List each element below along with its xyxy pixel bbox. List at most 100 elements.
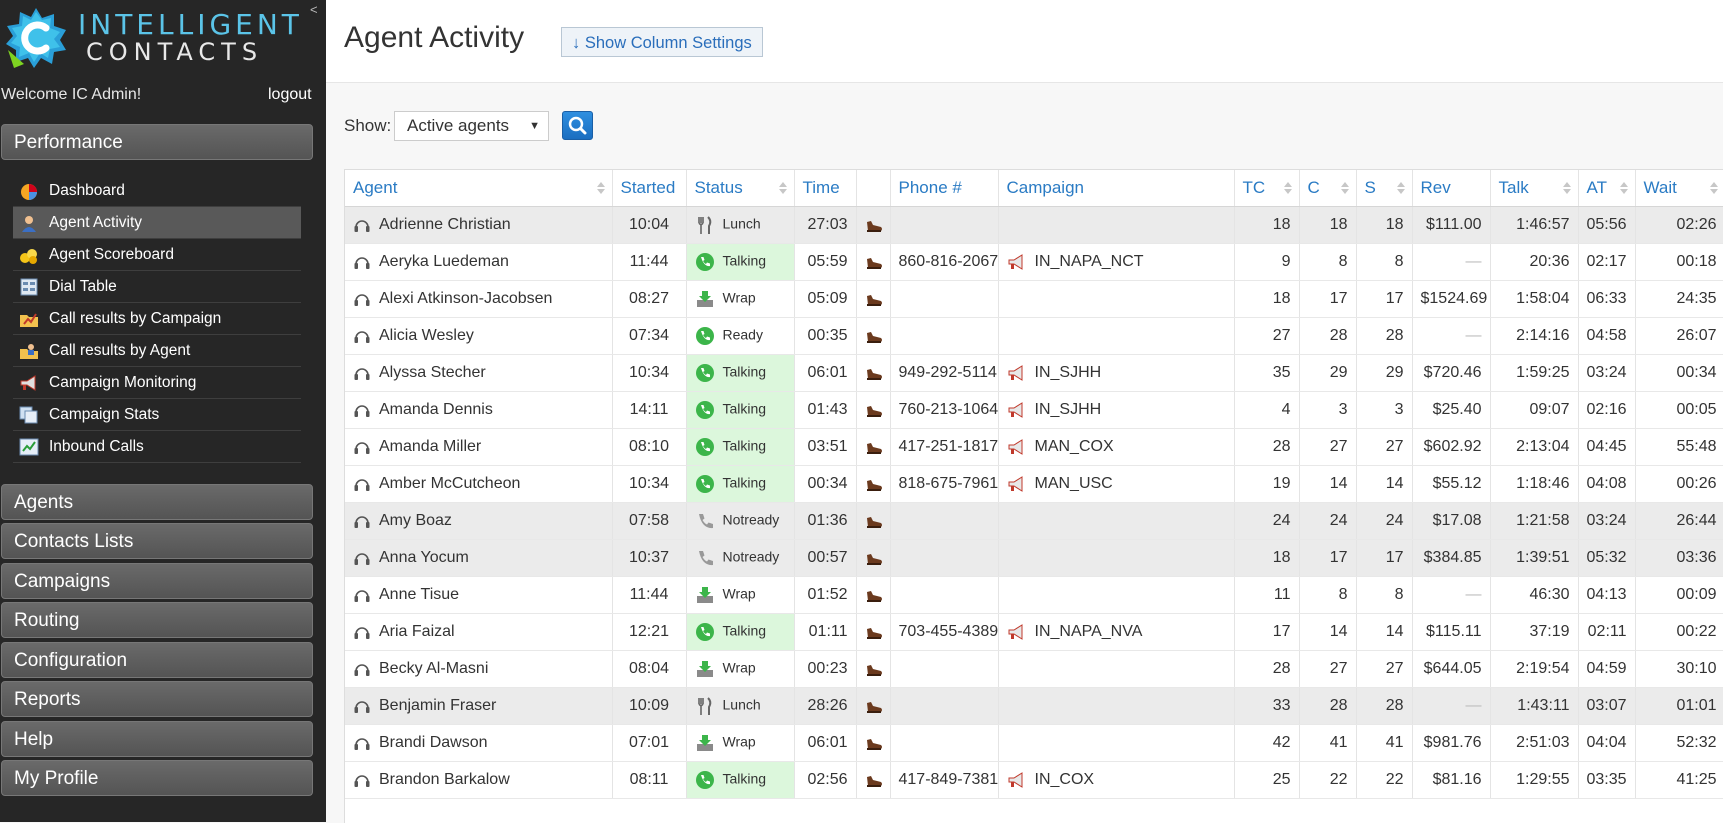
logout-link[interactable]: logout: [268, 86, 312, 103]
table-row[interactable]: Adrienne Christian 10:04 Lunch 27:03 18 18 18 $…: [345, 206, 1723, 244]
cell-status: Lunch: [686, 206, 795, 244]
nav-section-reports[interactable]: Reports: [1, 681, 313, 717]
table-row[interactable]: Aeryka Luedeman 11:44 Talking 05:59 860-816-…: [345, 243, 1723, 281]
cell-action[interactable]: [856, 650, 891, 688]
menu-item-campaign-stats[interactable]: Campaign Stats: [13, 399, 301, 431]
col-header-time[interactable]: Time: [794, 170, 857, 207]
agent-name: Alicia Wesley: [379, 326, 474, 344]
table-row[interactable]: Becky Al-Masni 08:04 Wrap 00:23 28 27 27 $644.0…: [345, 650, 1723, 688]
nav-section-campaigns[interactable]: Campaigns: [1, 563, 313, 599]
kick-agent-icon[interactable]: [865, 700, 883, 713]
col-header-agent[interactable]: Agent: [345, 170, 613, 207]
table-row[interactable]: Anna Yocum 10:37 Notready 00:57 18 17 17 $384.8…: [345, 539, 1723, 577]
menu-item-agent-activity[interactable]: Agent Activity: [13, 207, 301, 239]
nav-section-contacts-lists[interactable]: Contacts Lists: [1, 523, 313, 559]
nav-section-performance[interactable]: Performance: [1, 124, 313, 160]
cell-action[interactable]: [856, 761, 891, 799]
col-header-status[interactable]: Status: [686, 170, 795, 207]
table-row[interactable]: Alyssa Stecher 10:34 Talking 06:01 949-292-5…: [345, 354, 1723, 392]
nav-section-my-profile[interactable]: My Profile: [1, 760, 313, 796]
kick-agent-icon[interactable]: [865, 663, 883, 676]
show-filter-select[interactable]: Active agents ▼: [394, 111, 549, 141]
cell-s: 17: [1356, 280, 1413, 318]
kick-agent-icon[interactable]: [865, 515, 883, 528]
show-column-settings-button[interactable]: ↓ Show Column Settings: [561, 27, 763, 57]
collapse-sidebar-button[interactable]: <: [310, 2, 318, 17]
table-row[interactable]: Brandon Barkalow 08:11 Talking 02:56 417-849…: [345, 761, 1723, 799]
nav-section-agents[interactable]: Agents: [1, 484, 313, 520]
sort-icon: [1283, 182, 1292, 194]
table-row[interactable]: Aria Faizal 12:21 Talking 01:11 703-455-4389…: [345, 613, 1723, 651]
cell-action[interactable]: [856, 317, 891, 355]
kick-agent-icon[interactable]: [865, 367, 883, 380]
lunch-icon: [695, 215, 715, 235]
kick-agent-icon[interactable]: [865, 330, 883, 343]
nav-section-configuration[interactable]: Configuration: [1, 642, 313, 678]
kick-agent-icon[interactable]: [865, 404, 883, 417]
table-row[interactable]: Benjamin Fraser 10:09 Lunch 28:26 33 28 28—1:4…: [345, 687, 1723, 725]
kick-agent-icon[interactable]: [865, 552, 883, 565]
menu-item-agent-scoreboard[interactable]: Agent Scoreboard: [13, 239, 301, 271]
sidebar: INTELLIGENT CONTACTS < Welcome IC Admin!…: [0, 0, 326, 822]
kick-agent-icon[interactable]: [865, 626, 883, 639]
cell-action[interactable]: [856, 502, 891, 540]
col-header-rev[interactable]: Rev: [1412, 170, 1491, 207]
kick-agent-icon[interactable]: [865, 441, 883, 454]
cell-action[interactable]: [856, 539, 891, 577]
cell-action[interactable]: [856, 206, 891, 244]
table-row[interactable]: Anne Tisue 11:44 Wrap 01:52 11 8 8—46:30 04:13 0…: [345, 576, 1723, 614]
cell-action[interactable]: [856, 613, 891, 651]
search-button[interactable]: [562, 111, 593, 140]
cell-action[interactable]: [856, 687, 891, 725]
cell-action[interactable]: [856, 724, 891, 762]
col-header-at[interactable]: AT: [1578, 170, 1636, 207]
col-header-started[interactable]: Started: [612, 170, 687, 207]
menu-item-dial-table[interactable]: Dial Table: [13, 271, 301, 303]
kick-agent-icon[interactable]: [865, 774, 883, 787]
cell-tc: 42: [1234, 724, 1300, 762]
cell-action[interactable]: [856, 465, 891, 503]
cell-talk: 2:14:16: [1490, 317, 1579, 355]
table-row[interactable]: Amanda Miller 08:10 Talking 03:51 417-251-18…: [345, 428, 1723, 466]
table-row[interactable]: Amy Boaz 07:58 Notready 01:36 24 24 24 $17.08 1:…: [345, 502, 1723, 540]
kick-agent-icon[interactable]: [865, 589, 883, 602]
cell-action[interactable]: [856, 428, 891, 466]
logo-text: INTELLIGENT: [78, 8, 303, 41]
menu-item-inbound-calls[interactable]: Inbound Calls: [13, 431, 301, 463]
col-header-phone[interactable]: Phone #: [890, 170, 999, 207]
cell-action[interactable]: [856, 576, 891, 614]
col-header-talk[interactable]: Talk: [1490, 170, 1579, 207]
cell-campaign: IN_SJHH: [998, 391, 1235, 429]
cell-phone: [890, 206, 999, 244]
menu-item-call-results-agent[interactable]: Call results by Agent: [13, 335, 301, 367]
col-header-c[interactable]: C: [1299, 170, 1357, 207]
status-text: Talking: [722, 770, 767, 787]
cell-action[interactable]: [856, 354, 891, 392]
col-header-s[interactable]: S: [1356, 170, 1413, 207]
cell-action[interactable]: [856, 391, 891, 429]
table-row[interactable]: Brandi Dawson 07:01 Wrap 06:01 42 41 41 $981.76…: [345, 724, 1723, 762]
nav-section-help[interactable]: Help: [1, 721, 313, 757]
nav-section-routing[interactable]: Routing: [1, 602, 313, 638]
kick-agent-icon[interactable]: [865, 737, 883, 750]
table-row[interactable]: Alicia Wesley 07:34 Ready 00:35 27 28 28—2:14:…: [345, 317, 1723, 355]
kick-agent-icon[interactable]: [865, 293, 883, 306]
folder-agent-icon: [19, 342, 39, 360]
menu-item-dashboard[interactable]: Dashboard: [13, 175, 301, 207]
menu-item-call-results-campaign[interactable]: Call results by Campaign: [13, 303, 301, 335]
sort-icon: [1562, 182, 1571, 194]
col-header-campaign[interactable]: Campaign: [998, 170, 1235, 207]
table-row[interactable]: Alexi Atkinson-Jacobsen 08:27 Wrap 05:09 18 1…: [345, 280, 1723, 318]
kick-agent-icon[interactable]: [865, 256, 883, 269]
kick-agent-icon[interactable]: [865, 478, 883, 491]
cell-agent: Anna Yocum: [345, 539, 613, 577]
col-header-tc[interactable]: TC: [1234, 170, 1300, 207]
table-row[interactable]: Amber McCutcheon 10:34 Talking 00:34 818-675…: [345, 465, 1723, 503]
cell-action[interactable]: [856, 280, 891, 318]
col-header-wait[interactable]: Wait: [1635, 170, 1723, 207]
menu-item-campaign-monitoring[interactable]: Campaign Monitoring: [13, 367, 301, 399]
table-row[interactable]: Amanda Dennis 14:11 Talking 01:43 760-213-10…: [345, 391, 1723, 429]
kick-agent-icon[interactable]: [865, 219, 883, 232]
cell-time: 01:43: [794, 391, 857, 429]
cell-action[interactable]: [856, 243, 891, 281]
